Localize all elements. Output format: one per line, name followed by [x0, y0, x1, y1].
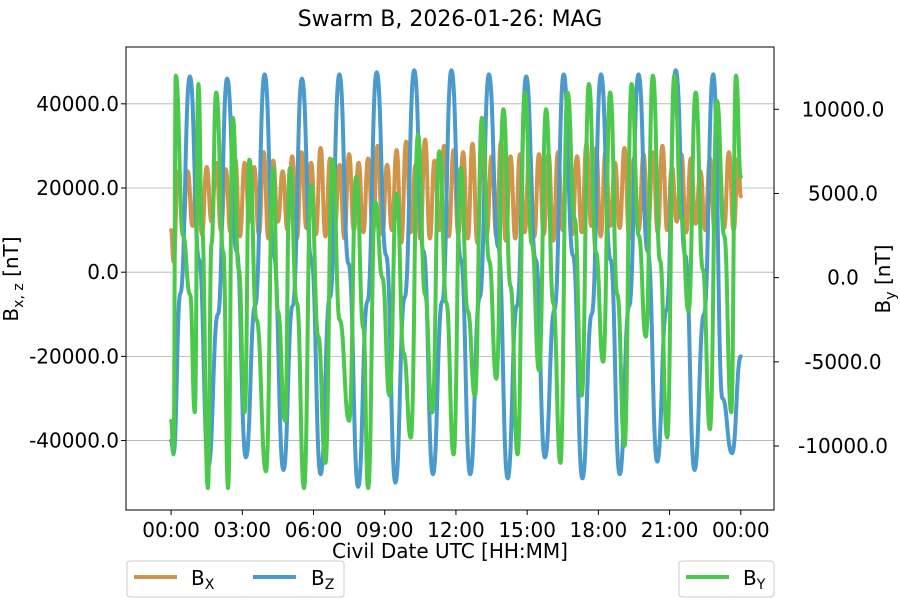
y-left-tick-label-4: -40000.0 [29, 429, 119, 453]
y-left-tick-label-2: 0.0 [87, 260, 119, 284]
y-axis-label-right-unit: [nT] [871, 245, 895, 292]
series-line-by [169, 73, 743, 491]
x-axis-label: Civil Date UTC [HH:MM] [332, 539, 568, 563]
y-axis-label-left: Bx, z [nT] [0, 236, 27, 321]
x-tick-label-8: 00:00 [712, 518, 770, 542]
legend-left: BX BZ [126, 560, 345, 598]
legend-bz-label: BZ [311, 566, 334, 593]
x-tick-label-1: 03:00 [213, 518, 271, 542]
y-axis-label-right-main: B [871, 300, 895, 314]
y-left-tick-label-0: 40000.0 [36, 92, 119, 116]
y-axis-label-left-main: B [0, 308, 23, 322]
y-right-tick-label-1: 5000.0 [808, 181, 878, 205]
x-tick-label-2: 06:00 [285, 518, 343, 542]
y-axis-label-left-sub: x, z [11, 283, 27, 308]
x-tick-label-4: 12:00 [427, 518, 485, 542]
y-left-tick-label-1: 20000.0 [36, 176, 119, 200]
y-right-tick-label-0: 10000.0 [802, 97, 885, 121]
series-line-bz [169, 68, 743, 489]
legend-by-label: BY [743, 566, 766, 593]
legend-bx-label: BX [191, 566, 215, 593]
svg-text:Bx, z [nT]: Bx, z [nT] [0, 236, 27, 321]
series-layer [169, 68, 743, 491]
y-axis-label-left-unit: [nT] [0, 236, 23, 283]
y-right-tick-label-4: -10000.0 [798, 434, 888, 458]
x-tick-label-3: 09:00 [356, 518, 414, 542]
x-tick-label-7: 21:00 [641, 518, 699, 542]
plot-frame [125, 46, 775, 511]
y-right-tick-label-2: 0.0 [827, 266, 859, 290]
y-axis-left: 40000.0 20000.0 0.0 -20000.0 -40000.0 [29, 92, 126, 453]
svg-text:By [nT]: By [nT] [871, 245, 899, 314]
legend-left-box [126, 560, 345, 598]
y-axis-label-right-sub: y [883, 291, 899, 299]
y-right-tick-label-3: -5000.0 [804, 350, 881, 374]
legend-right: BY [678, 560, 775, 598]
x-tick-label-6: 18:00 [570, 518, 628, 542]
y-axis-label-right: By [nT] [871, 245, 899, 314]
chart-title: Swarm B, 2026-01-26: MAG [298, 7, 603, 32]
y-left-tick-label-3: -20000.0 [29, 344, 119, 368]
x-tick-label-0: 00:00 [142, 518, 200, 542]
x-tick-label-5: 15:00 [498, 518, 556, 542]
y-axis-right: 10000.0 5000.0 0.0 -5000.0 -10000.0 [774, 97, 888, 458]
x-axis: 00:00 03:00 06:00 09:00 12:00 15:00 18:00 21:00… [142, 510, 770, 542]
